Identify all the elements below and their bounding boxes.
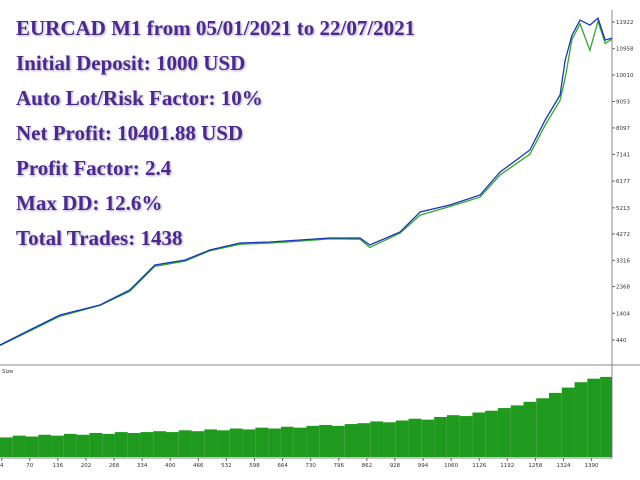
size-bar — [523, 401, 537, 457]
size-bar — [153, 431, 166, 457]
y-tick-label: 5213 — [616, 206, 630, 212]
size-bar — [587, 378, 601, 457]
y-tick-label: 2368 — [616, 285, 630, 291]
x-tick-label: 1324 — [556, 463, 570, 469]
y-tick-label: 440 — [616, 338, 627, 344]
size-bar — [459, 416, 473, 457]
size-bar — [127, 432, 141, 457]
size-bar — [229, 428, 243, 457]
size-bar — [395, 420, 409, 457]
panel-title: Size — [2, 369, 14, 375]
size-bar — [434, 416, 447, 457]
x-tick-label: 1126 — [472, 463, 486, 469]
x-tick-label: 598 — [249, 463, 260, 469]
annotation: Auto Lot/Risk Factor: 10% — [16, 86, 263, 110]
size-bar — [561, 387, 575, 457]
x-tick-label: 664 — [277, 463, 288, 469]
size-bar — [204, 429, 218, 457]
size-bar — [242, 429, 256, 457]
size-bar — [255, 427, 269, 457]
size-bar — [357, 423, 371, 457]
size-bar — [76, 434, 90, 457]
x-tick-label: 268 — [109, 463, 120, 469]
x-tick-label: 70 — [26, 463, 33, 469]
series-line — [0, 18, 613, 347]
size-bar — [446, 415, 460, 457]
size-bar — [344, 424, 358, 457]
size-bar — [102, 433, 115, 457]
size-bar — [497, 408, 511, 457]
x-tick-label: 862 — [362, 463, 373, 469]
x-tick-label: 1060 — [444, 463, 458, 469]
size-bar — [140, 432, 154, 457]
annotation: Net Profit: 10401.88 USD — [16, 121, 243, 145]
size-bar — [0, 437, 13, 457]
size-bar — [574, 382, 588, 457]
series-line — [0, 16, 613, 346]
x-tick-label: 4 — [0, 463, 4, 469]
size-bar — [472, 412, 486, 457]
size-bar — [600, 376, 612, 457]
y-tick-label: 3316 — [616, 258, 630, 264]
y-tick-label: 9053 — [616, 99, 630, 105]
size-bar — [319, 424, 332, 457]
annotation: Total Trades: 1438 — [16, 226, 182, 250]
x-tick-label: 136 — [53, 463, 64, 469]
annotation: Profit Factor: 2.4 — [16, 156, 172, 180]
size-bar — [114, 432, 128, 457]
y-tick-label: 11922 — [616, 20, 634, 26]
x-tick-label: 1258 — [528, 463, 542, 469]
x-tick-label: 796 — [334, 463, 345, 469]
size-bar — [510, 405, 524, 457]
size-bar — [165, 432, 179, 457]
x-tick-label: 1192 — [500, 463, 514, 469]
y-tick-label: 7141 — [616, 152, 630, 158]
size-bar — [12, 435, 26, 457]
size-bar — [293, 427, 307, 457]
x-tick-label: 928 — [390, 463, 401, 469]
x-tick-label: 994 — [418, 463, 429, 469]
y-tick-label: 10958 — [616, 47, 634, 53]
size-bar — [191, 431, 205, 457]
x-tick-label: 400 — [165, 463, 176, 469]
size-bar — [178, 430, 192, 457]
annotation: Initial Deposit: 1000 USD — [16, 51, 245, 75]
annotation: EURCAD M1 from 05/01/2021 to 22/07/2021 — [16, 16, 415, 40]
size-bar — [89, 432, 103, 457]
y-tick-label: 1404 — [616, 311, 630, 317]
size-bar — [280, 426, 294, 457]
size-bar — [306, 425, 320, 457]
x-tick-label: 334 — [137, 463, 148, 469]
size-bar — [268, 428, 281, 457]
annotation: Max DD: 12.6% — [16, 191, 162, 215]
size-bar — [485, 410, 498, 457]
size-bar — [408, 418, 422, 457]
size-bar — [25, 436, 39, 457]
size-bar — [331, 425, 345, 457]
size-bar — [383, 422, 396, 457]
x-tick-label: 532 — [221, 463, 232, 469]
size-bar — [38, 434, 52, 457]
x-tick-label: 466 — [193, 463, 204, 469]
y-tick-label: 10010 — [616, 73, 634, 79]
size-bar — [370, 421, 384, 457]
x-tick-label: 730 — [305, 463, 316, 469]
x-tick-label: 1390 — [585, 463, 599, 469]
size-bar — [421, 419, 435, 457]
y-tick-label: 6177 — [616, 179, 630, 185]
size-bar — [536, 398, 550, 457]
size-bar — [217, 430, 230, 457]
x-tick-label: 202 — [81, 463, 92, 469]
size-bar — [63, 433, 77, 457]
size-bar — [549, 392, 562, 457]
y-tick-label: 4272 — [616, 232, 630, 238]
size-bar — [51, 435, 64, 457]
y-tick-label: 8097 — [616, 126, 630, 132]
